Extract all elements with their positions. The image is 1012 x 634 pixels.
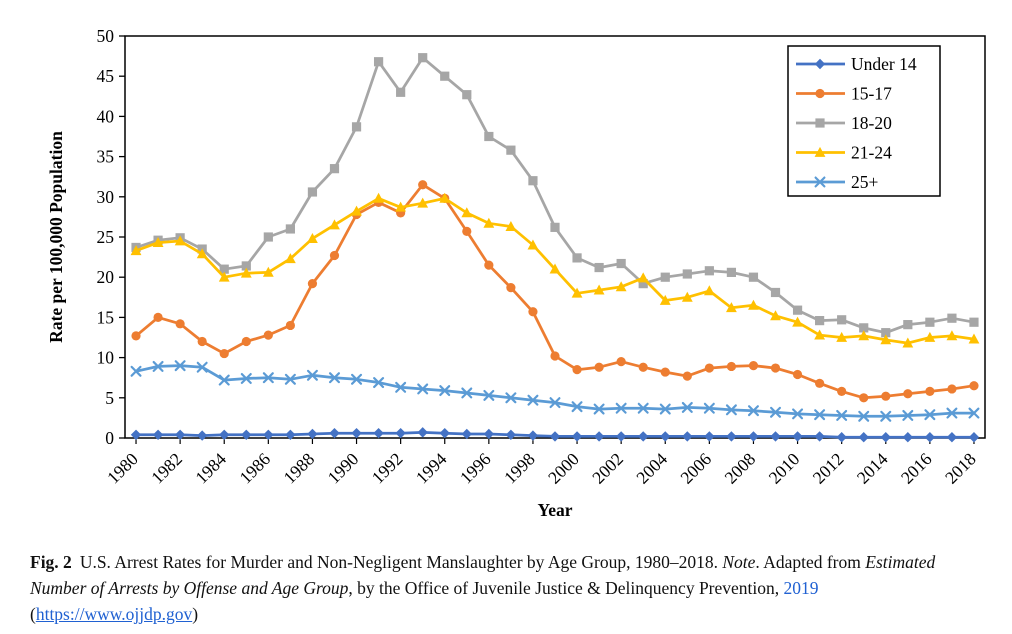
x-tick-label: 1988 [279,449,318,488]
caption-paren-close: ) [192,603,199,624]
legend-box [787,45,941,197]
x-tick-label: 2000 [544,449,583,488]
caption-after-note: . Adapted from [755,552,866,572]
x-tick-label: 1996 [456,449,495,488]
year-link[interactable]: 2019 [783,577,819,598]
x-tick-label: 2012 [809,449,848,488]
y-tick-label: 45 [97,66,115,86]
x-tick-label: 2018 [941,449,980,488]
caption-source-title: Estimated Number of Arrests by Offense a… [30,552,936,598]
legend-label: 25+ [851,172,879,192]
legend: Under 14 15-17 18-20 21-24 25+ [787,45,941,197]
x-tick-label: 2016 [897,449,936,488]
legend-item-15-17: 15-17 [796,84,892,104]
x-tick-label: 2006 [676,449,715,488]
legend-item-25-: 25+ [796,172,879,192]
y-tick-label: 25 [97,227,115,247]
x-tick-label: 2004 [632,449,671,488]
x-tick-label: 2014 [853,449,892,488]
x-axis-title: Year [538,500,573,520]
x-tick-label: 1998 [500,449,539,488]
legend-label: 18-20 [851,113,892,133]
y-tick-label: 30 [97,187,115,207]
y-tick-label: 10 [97,348,115,368]
y-tick-label: 15 [97,307,115,327]
legend-label: 15-17 [851,84,892,104]
y-tick-label: 50 [97,26,115,46]
y-tick-label: 40 [97,106,115,126]
y-tick-label: 5 [105,388,114,408]
series-21-24 [130,192,980,348]
legend-label: Under 14 [851,54,917,74]
y-axis: 0 5 10 15 20 25 30 35 40 45 50 [97,26,125,448]
series-under-14 [130,427,980,443]
caption-title: U.S. Arrest Rates for Murder and Non-Neg… [79,552,723,572]
legend-item-21-24: 21-24 [796,143,892,163]
x-tick-label: 1992 [368,449,407,488]
x-tick-label: 2002 [588,449,627,488]
figure-caption: Fig. 2 U.S. Arrest Rates for Murder and N… [30,550,982,628]
x-tick-label: 2008 [720,449,759,488]
y-tick-label: 0 [105,428,114,448]
y-tick-label: 20 [97,267,115,287]
y-tick-label: 35 [97,147,115,167]
x-tick-label: 1990 [323,449,362,488]
legend-item-under-14: Under 14 [796,54,917,74]
y-axis-title: Rate per 100,000 Population [46,131,66,343]
url-link[interactable]: https://www.ojjdp.gov [35,603,193,624]
arrest-rates-line-chart: 0 5 10 15 20 25 30 35 40 45 50 1980 1982 1984 1986 1988… [46,26,986,520]
x-tick-label: 1994 [412,449,451,488]
x-axis: 1980 1982 1984 1986 1988 1990 1992 1994 1996 1998… [103,438,980,488]
caption-note-label: Note [722,552,756,572]
series-15-17 [131,180,979,403]
x-tick-label: 1982 [147,449,186,488]
legend-label: 21-24 [851,143,892,163]
series-25- [130,360,980,422]
caption-paren-open: ( [30,603,36,624]
x-tick-label: 2010 [765,449,804,488]
legend-item-18-20: 18-20 [796,113,892,133]
x-tick-label: 1986 [235,449,274,488]
x-tick-label: 1984 [191,449,230,488]
x-tick-label: 1980 [103,449,142,488]
caption-by-text: , by the Office of Juvenile Justice & De… [348,577,784,598]
figure-label: Fig. 2 [30,552,72,572]
